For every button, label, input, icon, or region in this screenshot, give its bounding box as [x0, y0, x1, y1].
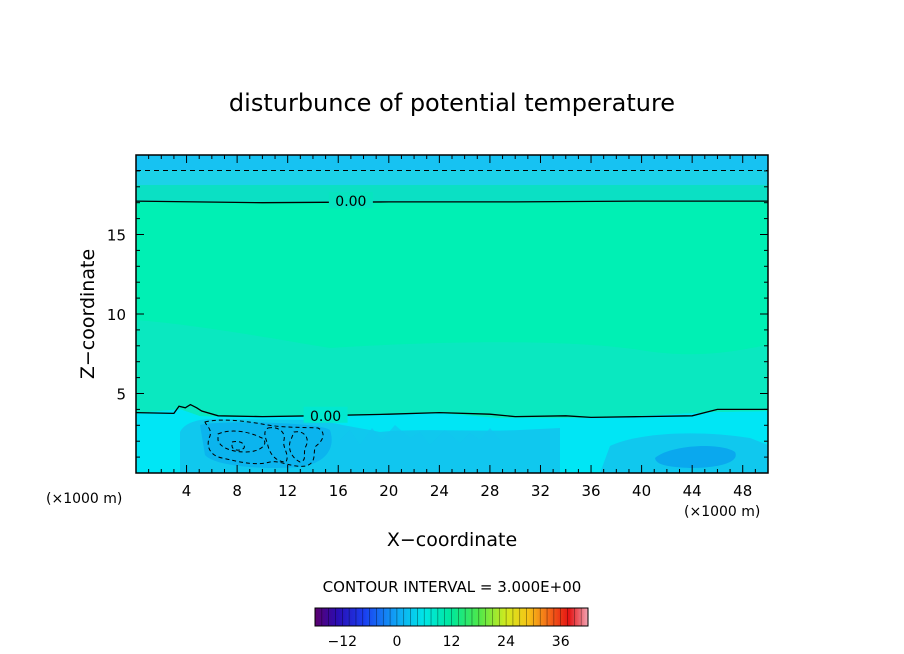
y-tick-label: 15 — [107, 227, 126, 245]
negative-contours-lower — [204, 419, 324, 467]
cold-patch-left — [200, 422, 332, 468]
x-axis: 4 8 12 16 20 24 28 32 36 40 44 48 — [148, 155, 756, 500]
colorbar-tick-label: 12 — [443, 634, 461, 650]
x-tick-label: 12 — [278, 482, 297, 500]
y-axis-title: Z−coordinate — [77, 249, 99, 379]
colorbar-tick-label: 0 — [392, 634, 401, 650]
x-tick-label: 36 — [581, 482, 600, 500]
x-tick-label: 28 — [480, 482, 499, 500]
contour-label-bg — [303, 406, 348, 423]
zero-contour-upper — [135, 200, 768, 204]
x-unit-right: (×1000 m) — [684, 504, 760, 520]
x-tick-label: 16 — [329, 482, 348, 500]
colorbar-tick-label: 24 — [497, 634, 515, 650]
colorbar-segments — [321, 608, 582, 626]
contour-label: 0.00 — [335, 194, 366, 210]
y-tick-label: 5 — [116, 386, 126, 404]
colorbar-tick-label: −12 — [328, 634, 358, 650]
x-tick-label: 20 — [379, 482, 398, 500]
chart-title: disturbunce of potential temperature — [229, 89, 675, 117]
plot-area — [136, 155, 768, 473]
colorbar-tick-label: 36 — [552, 634, 570, 650]
x-tick-label: 40 — [632, 482, 651, 500]
colorbar-ticks: −12 0 12 24 36 — [328, 634, 570, 650]
x-tick-label: 8 — [232, 482, 242, 500]
x-tick-label: 32 — [531, 482, 550, 500]
contour-label-bg — [328, 192, 373, 209]
zero-contour-lower — [135, 403, 768, 419]
field-transition — [136, 185, 768, 202]
contour-label: 0.00 — [310, 409, 341, 425]
colorbar: −12 0 12 24 36 — [314, 607, 589, 650]
x-tick-label: 44 — [683, 482, 702, 500]
contour-interval-label: CONTOUR INTERVAL = 3.000E+00 — [323, 578, 582, 596]
y-axis: 5 10 15 — [107, 170, 768, 458]
x-axis-title: X−coordinate — [387, 529, 517, 551]
field-upper-band — [136, 170, 768, 185]
contour-labels: 0.00 0.00 — [303, 192, 373, 425]
x-tick-label: 48 — [733, 482, 752, 500]
cool-streaks — [340, 425, 500, 473]
colorbar-frame — [314, 607, 589, 627]
field-mid-light — [136, 320, 768, 418]
cold-patch-right — [655, 446, 736, 468]
x-tick-label: 4 — [182, 482, 192, 500]
y-tick-label: 10 — [107, 306, 126, 324]
x-unit-left: (×1000 m) — [46, 491, 122, 507]
field-top-band — [136, 155, 768, 170]
x-tick-label: 24 — [430, 482, 449, 500]
